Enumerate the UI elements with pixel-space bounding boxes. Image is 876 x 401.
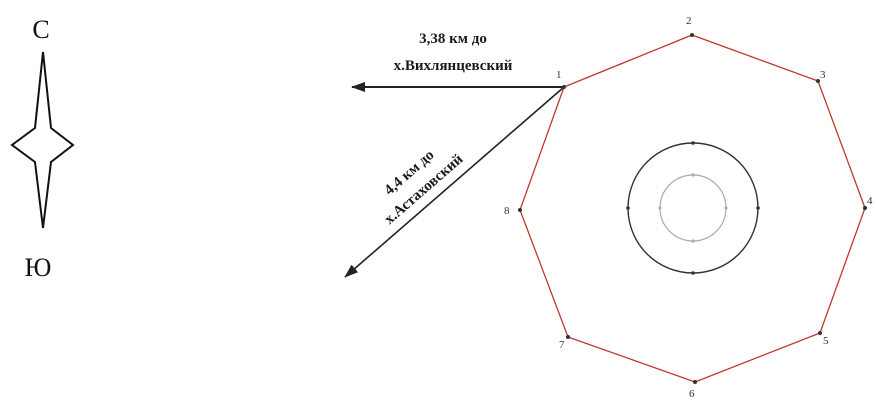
vertex-marker-6 [693, 380, 697, 384]
vertex-label-1: 1 [556, 69, 562, 81]
vertex-label-8: 8 [504, 205, 510, 217]
compass-north-label: С [32, 15, 49, 44]
vertex-labels: 1 2 3 4 5 6 7 8 [504, 15, 873, 400]
outer-circle [627, 142, 759, 274]
vertex-label-6: 6 [689, 388, 695, 400]
vertex-marker-5 [818, 331, 822, 335]
distance-label-1-line2: х.Вихлянцевский [394, 58, 513, 74]
site-boundary-octagon [519, 34, 866, 383]
vertex-label-2: 2 [686, 15, 692, 27]
inner-circle [659, 174, 727, 242]
central-object [626, 141, 760, 275]
vertex-markers [518, 33, 867, 384]
distance-label-1-line1: 3,38 км до [419, 31, 487, 47]
vertex-label-5: 5 [823, 335, 829, 347]
vertex-marker-2 [690, 33, 694, 37]
vertex-label-7: 7 [559, 339, 565, 351]
vertex-marker-7 [566, 335, 570, 339]
vertex-marker-1 [562, 85, 566, 89]
vertex-label-3: 3 [820, 69, 826, 81]
vertex-marker-8 [518, 208, 522, 212]
compass: С Ю [10, 15, 75, 282]
compass-star-icon [10, 51, 75, 229]
compass-south-label: Ю [25, 253, 52, 282]
direction-arrow-astakhovsky [344, 86, 565, 278]
vertex-marker-3 [816, 79, 820, 83]
vertex-marker-4 [863, 206, 867, 210]
vertex-label-4: 4 [867, 195, 873, 207]
